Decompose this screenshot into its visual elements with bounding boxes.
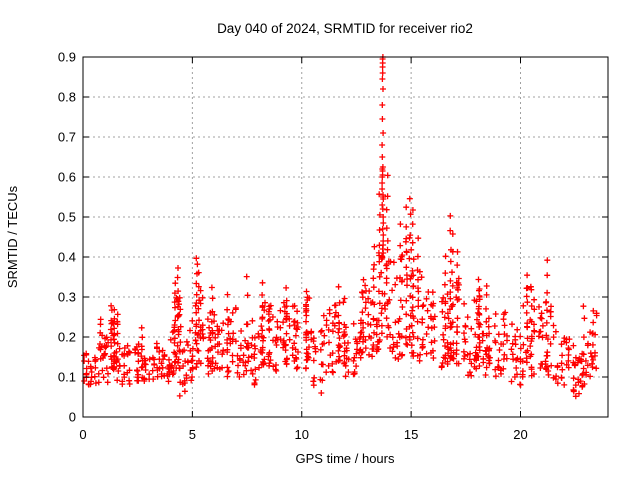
y-tick-label: 0.2 — [58, 330, 76, 345]
y-tick-label: 0.1 — [58, 370, 76, 385]
y-tick-label: 0.6 — [58, 170, 76, 185]
y-tick-label: 0.5 — [58, 210, 76, 225]
x-axis-label: GPS time / hours — [296, 451, 395, 466]
chart-title: Day 040 of 2024, SRMTID for receiver rio… — [217, 21, 473, 36]
x-tick-label: 5 — [189, 427, 196, 442]
y-tick-label: 0.3 — [58, 290, 76, 305]
y-axis-label: SRMTID / TECUs — [5, 185, 20, 288]
x-tick-label: 0 — [79, 427, 86, 442]
y-tick-label: 0 — [69, 410, 76, 425]
x-tick-label: 15 — [404, 427, 418, 442]
plot-border — [82, 56, 609, 418]
y-tick-label: 0.9 — [58, 50, 76, 65]
axis-tick-labels: 0 5 10 15 20 0 0.1 0.2 0.3 0.4 0.5 0.6 0.7 0.8 0.9 — [58, 50, 528, 443]
y-tick-label: 0.8 — [58, 90, 76, 105]
x-tick-label: 10 — [295, 427, 309, 442]
y-tick-label: 0.4 — [58, 250, 76, 265]
x-tick-label: 20 — [513, 427, 527, 442]
y-tick-label: 0.7 — [58, 130, 76, 145]
scatter-points — [81, 54, 600, 400]
